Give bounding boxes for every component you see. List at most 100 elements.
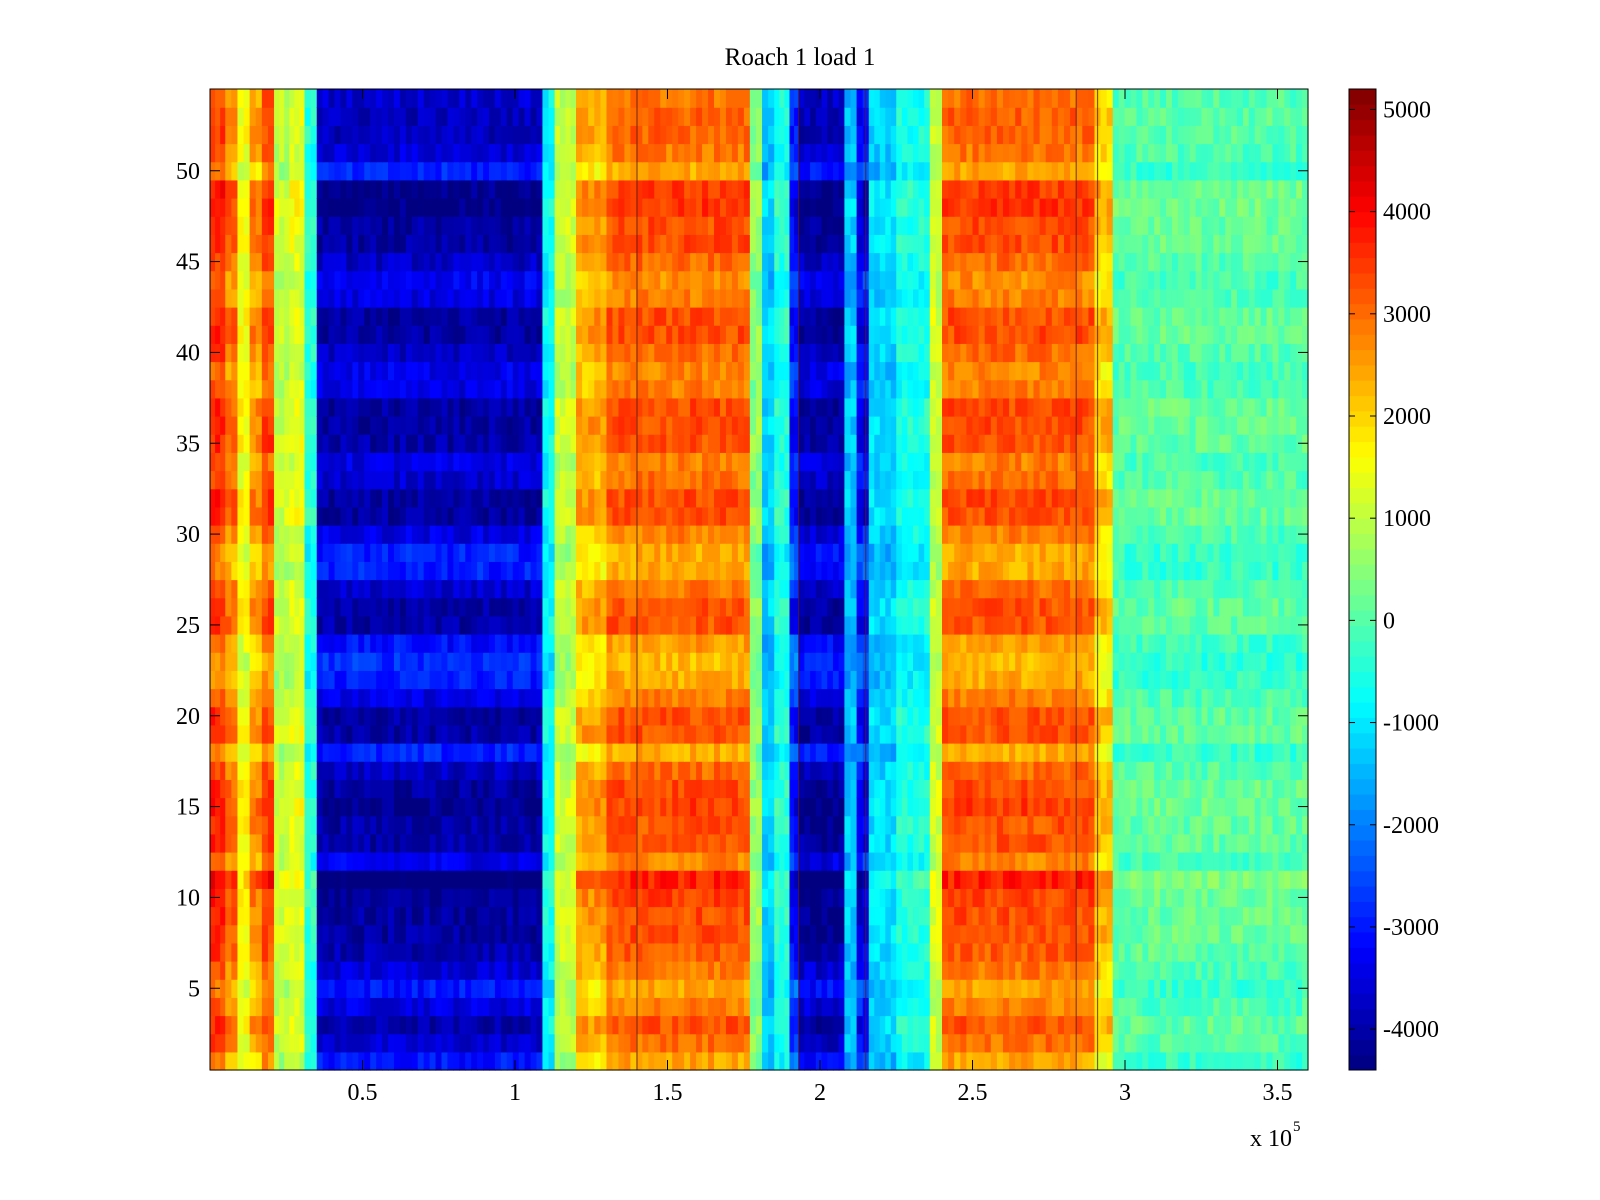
- heatmap-cell: [284, 234, 290, 254]
- heatmap-cell: [743, 161, 751, 181]
- heatmap-cell: [435, 833, 443, 853]
- heatmap-cell: [737, 888, 745, 908]
- heatmap-cell: [459, 906, 466, 926]
- heatmap-cell: [299, 888, 306, 908]
- heatmap-cell: [210, 216, 216, 235]
- heatmap-cell: [483, 379, 490, 399]
- heatmap-cell: [702, 325, 709, 344]
- heatmap-cell: [630, 797, 637, 817]
- heatmap-cell: [536, 743, 544, 762]
- heatmap-cell: [429, 89, 437, 108]
- heatmap-cell: [660, 379, 667, 399]
- heatmap-cell: [530, 234, 538, 254]
- heatmap-cell: [612, 107, 620, 126]
- heatmap-cell: [405, 506, 413, 526]
- heatmap-cell: [435, 216, 443, 235]
- heatmap-cell: [612, 452, 620, 472]
- heatmap-cell: [731, 343, 739, 363]
- heatmap-cell: [237, 906, 245, 926]
- heatmap-cell: [606, 579, 614, 599]
- heatmap-cell: [684, 870, 691, 889]
- heatmap-cell: [411, 797, 419, 817]
- heatmap-cell: [524, 997, 532, 1017]
- heatmap-cell: [618, 397, 626, 417]
- heatmap-cell: [612, 252, 620, 272]
- heatmap-cell: [358, 652, 365, 671]
- heatmap-cell: [576, 906, 583, 926]
- heatmap-cell: [289, 198, 295, 217]
- heatmap-cell: [642, 1033, 649, 1053]
- heatmap-cell: [731, 525, 739, 544]
- heatmap-cell: [304, 288, 312, 308]
- heatmap-cell: [660, 506, 667, 526]
- heatmap-cell: [666, 543, 673, 562]
- heatmap-cell: [310, 634, 318, 653]
- heatmap-cell: [594, 525, 601, 544]
- heatmap-cell: [370, 107, 377, 126]
- heatmap-cell: [261, 543, 269, 562]
- heatmap-cell: [465, 379, 472, 399]
- heatmap-cell: [582, 470, 589, 490]
- heatmap-cell: [441, 452, 449, 472]
- heatmap-cell: [570, 1015, 577, 1035]
- heatmap-cell: [714, 234, 721, 254]
- heatmap-cell: [737, 234, 745, 254]
- heatmap-cell: [570, 815, 577, 835]
- heatmap-cell: [215, 325, 221, 344]
- heatmap-cell: [588, 416, 595, 435]
- heatmap-cell: [743, 1033, 751, 1053]
- heatmap-cell: [441, 361, 449, 381]
- heatmap-cell: [249, 397, 257, 417]
- heatmap-cell: [417, 997, 425, 1017]
- heatmap-cell: [483, 107, 490, 126]
- heatmap-cell: [210, 815, 216, 835]
- heatmap-cell: [294, 252, 301, 272]
- heatmap-cell: [249, 452, 257, 472]
- heatmap-cell: [279, 924, 285, 944]
- heatmap-cell: [708, 89, 715, 108]
- heatmap-cell: [215, 416, 221, 435]
- heatmap-cell: [299, 670, 306, 690]
- heatmap-cell: [435, 870, 443, 889]
- heatmap-cell: [636, 852, 643, 871]
- heatmap-cell: [358, 488, 365, 508]
- heatmap-cell: [231, 924, 239, 944]
- heatmap-cell: [274, 924, 280, 944]
- heatmap-cell: [672, 325, 679, 344]
- heatmap-cell: [725, 597, 733, 617]
- heatmap-cell: [393, 1033, 401, 1053]
- heatmap-cell: [582, 543, 589, 562]
- heatmap-cell: [477, 216, 484, 235]
- heatmap-cell: [524, 234, 532, 254]
- heatmap-cell: [210, 288, 216, 308]
- heatmap-cell: [237, 724, 245, 744]
- heatmap-cell: [210, 997, 216, 1017]
- heatmap-cell: [725, 488, 733, 508]
- heatmap-cell: [672, 961, 679, 980]
- heatmap-cell: [423, 288, 431, 308]
- heatmap-cell: [636, 1033, 643, 1053]
- heatmap-cell: [500, 488, 508, 508]
- heatmap-cell: [358, 452, 365, 472]
- heatmap-cell: [220, 307, 226, 326]
- heatmap-cell: [322, 125, 330, 145]
- heatmap-cell: [518, 270, 526, 290]
- heatmap-cell: [267, 179, 275, 199]
- heatmap-cell: [465, 1051, 472, 1071]
- heatmap-cell: [274, 470, 280, 490]
- heatmap-cell: [600, 724, 608, 744]
- heatmap-cell: [405, 125, 413, 145]
- heatmap-cell: [279, 1015, 285, 1035]
- heatmap-cell: [358, 997, 365, 1017]
- heatmap-cell: [393, 888, 401, 908]
- heatmap-cell: [328, 179, 336, 199]
- heatmap-cell: [719, 761, 727, 780]
- heatmap-cell: [220, 852, 226, 871]
- heatmap-cell: [548, 343, 556, 363]
- heatmap-cell: [719, 797, 727, 817]
- heatmap-cell: [237, 125, 245, 145]
- heatmap-cell: [284, 924, 290, 944]
- heatmap-cell: [284, 961, 290, 980]
- heatmap-cell: [382, 979, 389, 998]
- heatmap-cell: [220, 779, 226, 799]
